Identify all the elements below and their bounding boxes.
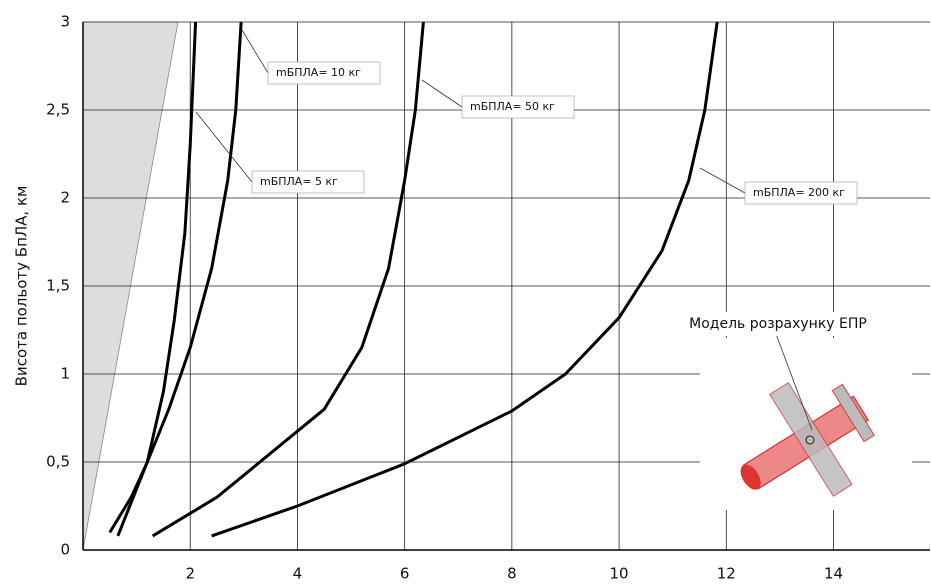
y-axis-label: Висота польоту БпЛА, км [13, 186, 31, 387]
y-tick-label: 1 [60, 365, 70, 383]
x-tick-label: 6 [400, 565, 410, 583]
x-tick-label: 4 [293, 565, 303, 583]
annotation-leader [196, 112, 252, 182]
x-tick-label: 2 [185, 565, 195, 583]
y-tick-label: 2,5 [46, 101, 70, 119]
inset-label: Модель розрахунку ЕПР [689, 316, 867, 332]
annotation-leader [700, 168, 745, 193]
y-tick-label: 0 [60, 541, 70, 559]
inset: Модель розрахунку ЕПР [655, 312, 912, 532]
x-tick-label: 12 [717, 565, 736, 583]
y-tick-label: 1,5 [46, 277, 70, 295]
annotation-leader [422, 80, 462, 107]
annotation-leader [242, 30, 268, 73]
x-tick-label: 8 [507, 565, 517, 583]
x-tick-label: 10 [610, 565, 629, 583]
chart: Висота польоту БпЛА, км 0 0,5 1 1,5 2 2,5 3 2 4 6… [0, 0, 931, 585]
y-tick-label: 2 [60, 189, 70, 207]
series-label: mБПЛА= 10 кг [276, 66, 361, 79]
x-tick-label: 14 [824, 565, 843, 583]
y-tick-label: 3 [60, 13, 70, 31]
series-label: mБПЛА= 50 кг [470, 100, 555, 113]
series-label: mБПЛА= 5 кг [260, 175, 338, 188]
series-label: mБПЛА= 200 кг [753, 186, 845, 199]
y-tick-label: 0,5 [46, 453, 70, 471]
